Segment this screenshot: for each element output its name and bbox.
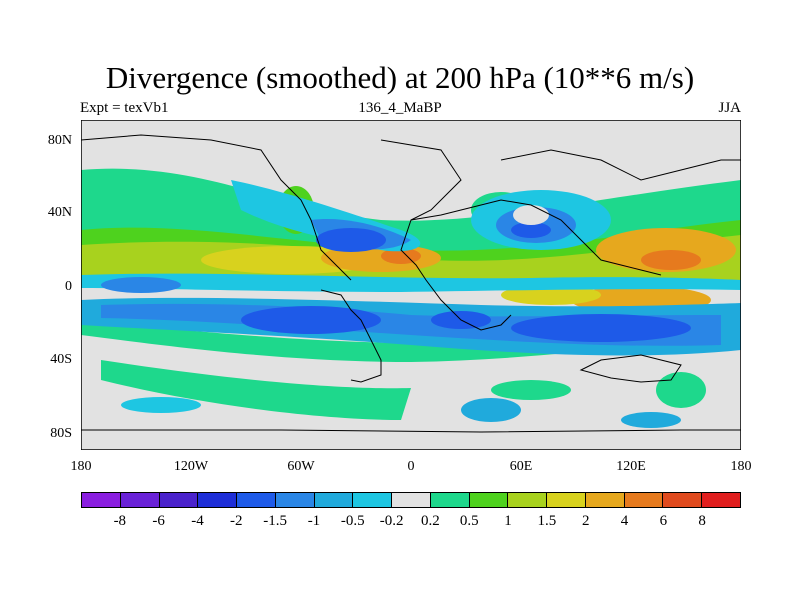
colorbar-box [353, 493, 393, 507]
lat-label-0: 0 [65, 279, 72, 294]
lon-label-0: 0 [407, 459, 415, 474]
colorbar-label: -8 [113, 513, 127, 529]
colorbar-box [159, 493, 199, 507]
divergence-map [81, 120, 741, 450]
lat-label-40s: 40S [50, 352, 72, 367]
lon-label-60w: 60W [287, 459, 315, 474]
coastlines [81, 134, 741, 433]
colorbar-box [508, 493, 548, 507]
colorbar-label: 1.5 [537, 513, 557, 529]
colorbar-box [314, 493, 354, 507]
colorbar-label: -1.5 [263, 513, 287, 529]
map-svg [81, 120, 741, 450]
negative-field [81, 180, 741, 428]
colorbar-box [624, 493, 664, 507]
colorbar-box [702, 493, 741, 507]
colorbar-box [663, 493, 703, 507]
lat-label-80n: 80N [47, 133, 72, 148]
colorbar-box [237, 493, 276, 507]
colorbar-box [275, 493, 315, 507]
run-label: 136_4_MaBP [358, 100, 442, 116]
lon-label-180w: 180 [70, 459, 92, 474]
colorbar-box [392, 493, 431, 507]
colorbar-box [430, 493, 470, 507]
colorbar-label: -2 [230, 513, 243, 529]
colorbar-label: 8 [698, 513, 706, 529]
colorbar-label: -4 [191, 513, 204, 529]
plot-title: Divergence (smoothed) at 200 hPa (10**6 … [105, 60, 695, 95]
lon-label-180e: 180 [730, 459, 752, 474]
colorbar-label: 4 [620, 513, 629, 529]
colorbar-label: 6 [659, 513, 668, 529]
colorbar-label: -0.5 [340, 513, 365, 529]
colorbar-label: -6 [152, 513, 165, 529]
colorbar-label: -0.2 [379, 513, 404, 529]
colorbar-box [585, 493, 625, 507]
colorbar-box [120, 493, 160, 507]
colorbar-label: 0.2 [421, 513, 440, 529]
colorbar-box [547, 493, 586, 507]
colorbar-box [198, 493, 238, 507]
lon-label-120e: 120E [616, 459, 646, 474]
colorbar-box [82, 493, 121, 507]
colorbar-label: 1 [504, 513, 512, 529]
experiment-label: Expt = texVb1 [80, 100, 169, 116]
season-label: JJA [718, 100, 741, 116]
lat-label-40n: 40N [47, 205, 72, 220]
lon-label-120w: 120W [173, 459, 209, 474]
lat-label-80s: 80S [50, 426, 72, 441]
colorbar-label: -1 [307, 513, 321, 529]
colorbar-box [469, 493, 509, 507]
colorbar-label: 0.5 [459, 513, 479, 529]
colorbar [81, 492, 741, 508]
lon-label-60e: 60E [509, 459, 533, 474]
colorbar-label: 2 [581, 513, 590, 529]
